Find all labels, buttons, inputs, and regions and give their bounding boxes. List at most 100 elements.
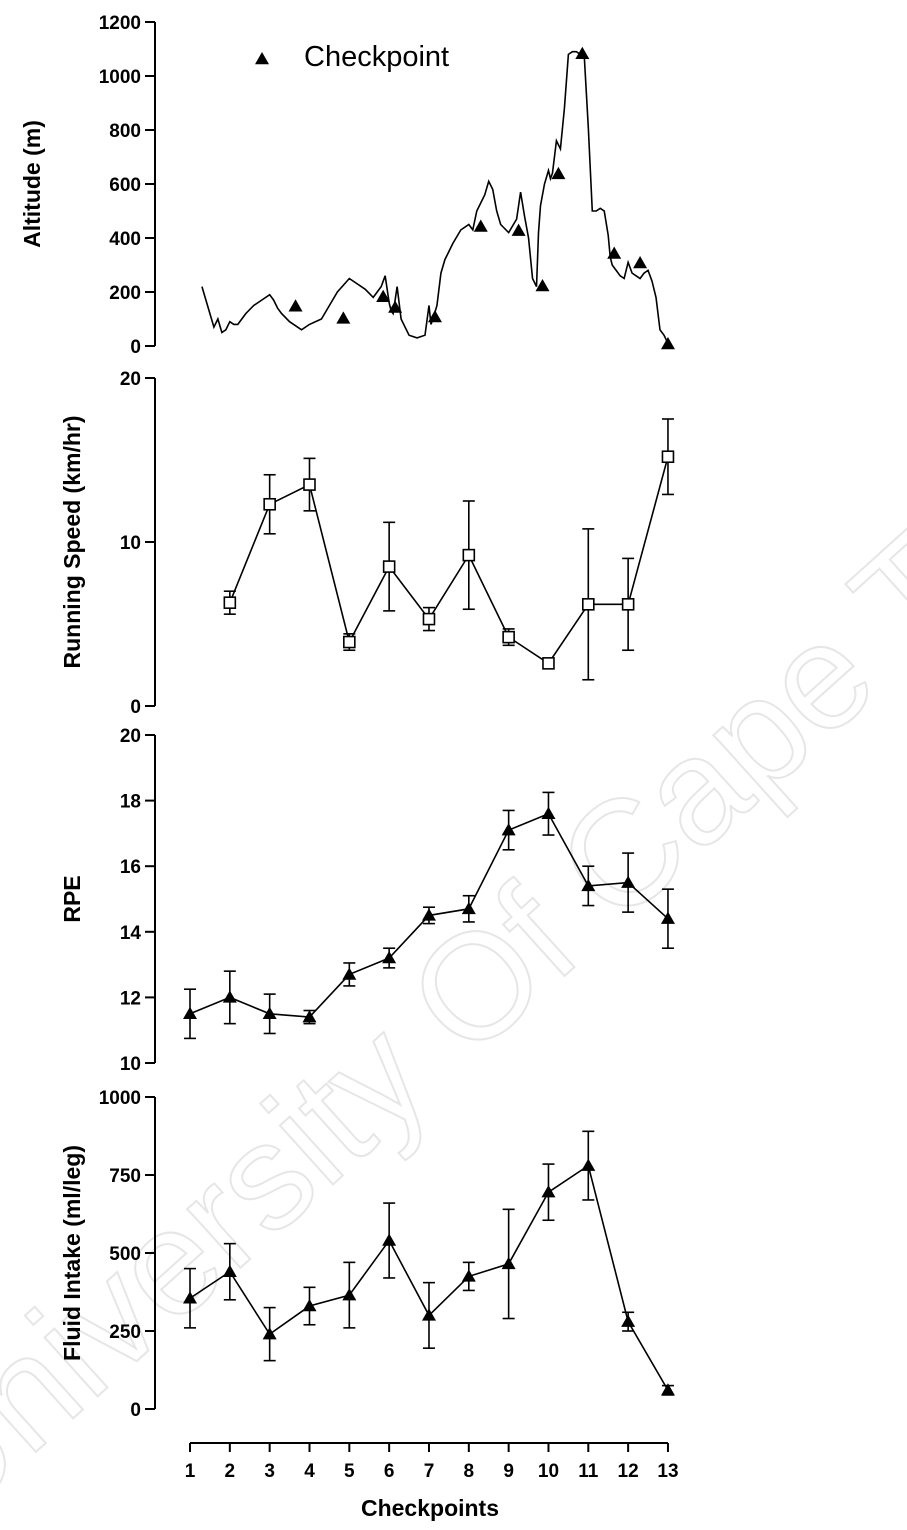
rpe-data-point bbox=[382, 951, 397, 964]
speed-y-tick-label: 20 bbox=[120, 369, 141, 390]
fluid-data-point bbox=[461, 1269, 476, 1282]
rpe-data-point bbox=[461, 901, 476, 915]
rpe-data-point bbox=[183, 1006, 197, 1020]
checkpoint-marker bbox=[575, 46, 590, 59]
fluid-y-tick-label: 250 bbox=[109, 1322, 141, 1343]
altitude-panel: 0 200 400 600 800 1000 1200 Altitude (m) Checkpo… bbox=[19, 13, 675, 358]
rpe-data-point bbox=[302, 1010, 317, 1023]
fluid-data-point bbox=[621, 1314, 636, 1327]
altitude-y-tick-label: 0 bbox=[130, 337, 141, 358]
altitude-y-tick-label: 1000 bbox=[99, 67, 141, 88]
speed-data-point bbox=[343, 635, 356, 649]
checkpoint-marker bbox=[633, 256, 648, 269]
x-tick-label: 13 bbox=[657, 1461, 678, 1482]
fluid-y-tick-label: 500 bbox=[109, 1244, 141, 1265]
rpe-y-tick-label: 20 bbox=[120, 726, 141, 747]
rpe-data-point bbox=[541, 806, 556, 819]
fluid-data-point bbox=[581, 1158, 596, 1171]
fluid-data-point bbox=[342, 1288, 357, 1301]
x-axis-title: Checkpoints bbox=[361, 1495, 499, 1521]
rpe-data-point bbox=[621, 875, 636, 888]
x-tick-label: 4 bbox=[304, 1461, 315, 1482]
fluid-data-point bbox=[501, 1256, 516, 1270]
rpe-data-point bbox=[262, 1006, 277, 1020]
rpe-y-tick-label: 14 bbox=[120, 923, 142, 944]
speed-series-line bbox=[229, 456, 669, 665]
speed-y-tick-label: 0 bbox=[130, 697, 141, 718]
rpe-y-tick-label: 12 bbox=[120, 988, 141, 1009]
altitude-y-tick-label: 400 bbox=[109, 229, 141, 250]
fluid-y-tick-label: 1000 bbox=[99, 1088, 141, 1109]
speed-data-point bbox=[581, 598, 595, 611]
fluid-data-point bbox=[421, 1308, 436, 1321]
checkpoint-marker bbox=[427, 310, 442, 323]
checkpoint-marker bbox=[535, 278, 550, 292]
checkpoint-marker bbox=[376, 289, 391, 302]
x-tick-label: 3 bbox=[264, 1461, 275, 1482]
checkpoint-marker bbox=[288, 299, 303, 312]
fluid-data-point bbox=[302, 1299, 317, 1312]
altitude-y-tick-label: 600 bbox=[109, 175, 141, 196]
speed-data-point bbox=[502, 630, 515, 644]
rpe-data-point bbox=[342, 967, 357, 980]
fluid-data-point bbox=[541, 1185, 556, 1198]
x-tick-label: 1 bbox=[185, 1461, 196, 1482]
fluid-data-point bbox=[262, 1327, 277, 1340]
fluid-data-point bbox=[382, 1233, 397, 1246]
altitude-y-tick-label: 200 bbox=[109, 283, 141, 304]
speed-panel: 0 10 20 Running Speed (km/hr) bbox=[59, 369, 675, 718]
checkpoint-marker bbox=[551, 166, 566, 180]
rpe-data-point bbox=[660, 911, 675, 924]
fluid-data-point bbox=[660, 1383, 675, 1396]
rpe-y-axis-title: RPE bbox=[59, 875, 85, 922]
rpe-panel: 10 12 14 16 18 20 RPE bbox=[59, 726, 675, 1075]
x-tick-label: 9 bbox=[503, 1461, 514, 1482]
fluid-data-point bbox=[183, 1291, 197, 1304]
checkpoint-marker bbox=[336, 311, 351, 324]
speed-data-point bbox=[382, 560, 396, 573]
speed-data-point bbox=[303, 478, 316, 491]
rpe-y-tick-label: 18 bbox=[120, 792, 141, 813]
speed-data-point bbox=[462, 548, 476, 562]
checkpoint-marker bbox=[660, 337, 675, 350]
checkpoint-marker bbox=[473, 219, 488, 232]
rpe-data-point bbox=[222, 990, 237, 1003]
altitude-y-axis-title: Altitude (m) bbox=[19, 120, 45, 248]
speed-data-point bbox=[621, 598, 635, 611]
fluid-y-tick-label: 750 bbox=[109, 1166, 141, 1187]
rpe-data-point bbox=[501, 823, 516, 836]
fluid-y-axis-title: Fluid Intake (ml/leg) bbox=[59, 1145, 85, 1361]
x-tick-label: 5 bbox=[344, 1461, 355, 1482]
legend-checkpoint-label: Checkpoint bbox=[304, 41, 449, 73]
speed-data-point bbox=[223, 596, 237, 609]
altitude-y-tick-label: 1200 bbox=[99, 13, 141, 34]
speed-data-point bbox=[542, 657, 555, 670]
rpe-data-point bbox=[581, 878, 596, 892]
x-tick-label: 2 bbox=[225, 1461, 236, 1482]
speed-data-point bbox=[661, 450, 675, 464]
speed-y-axis-title: Running Speed (km/hr) bbox=[59, 416, 85, 669]
x-tick-label: 11 bbox=[578, 1461, 599, 1482]
altitude-y-tick-label: 800 bbox=[109, 121, 141, 142]
rpe-data-point bbox=[421, 908, 436, 921]
speed-data-point bbox=[263, 497, 276, 511]
rpe-y-tick-label: 16 bbox=[120, 857, 141, 878]
altitude-profile-line bbox=[201, 50, 669, 344]
checkpoint-marker bbox=[511, 223, 526, 236]
checkpoint-marker bbox=[388, 300, 403, 313]
x-tick-label: 6 bbox=[384, 1461, 395, 1482]
x-tick-label: 7 bbox=[424, 1461, 435, 1482]
x-tick-label: 8 bbox=[464, 1461, 475, 1482]
fluid-y-tick-label: 0 bbox=[130, 1400, 141, 1421]
x-tick-label: 10 bbox=[538, 1461, 559, 1482]
speed-data-point bbox=[422, 612, 436, 626]
legend-checkpoint-marker bbox=[255, 52, 269, 65]
speed-y-tick-label: 10 bbox=[120, 533, 141, 554]
rpe-y-tick-label: 10 bbox=[120, 1054, 141, 1075]
fluid-data-point bbox=[222, 1264, 237, 1277]
x-tick-label: 12 bbox=[618, 1461, 639, 1482]
checkpoint-marker bbox=[607, 246, 622, 259]
